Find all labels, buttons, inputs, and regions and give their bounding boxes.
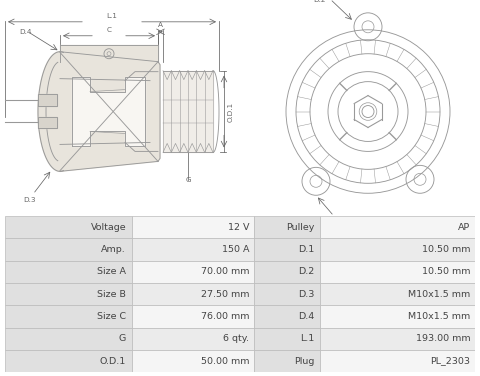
Text: O.D.1: O.D.1: [100, 356, 126, 365]
Text: D.4: D.4: [19, 29, 31, 35]
Polygon shape: [38, 94, 57, 106]
Bar: [320, 350, 475, 372]
Bar: [254, 261, 320, 283]
Bar: [254, 327, 320, 350]
Text: M10x1.5 mm: M10x1.5 mm: [408, 312, 470, 321]
Bar: [320, 305, 475, 327]
Text: G: G: [185, 177, 191, 183]
Text: D.1: D.1: [338, 219, 350, 225]
Text: 193.00 mm: 193.00 mm: [416, 334, 470, 343]
Text: 27.50 mm: 27.50 mm: [201, 290, 250, 299]
Text: L.1: L.1: [300, 334, 314, 343]
Text: 76.00 mm: 76.00 mm: [201, 312, 250, 321]
Bar: [254, 238, 320, 261]
Polygon shape: [38, 117, 57, 129]
Polygon shape: [163, 71, 213, 152]
Text: Size B: Size B: [97, 290, 126, 299]
Bar: [254, 350, 320, 372]
Text: Pulley: Pulley: [286, 223, 314, 232]
Bar: [132, 261, 254, 283]
Bar: [320, 327, 475, 350]
Polygon shape: [38, 52, 63, 171]
Text: 70.00 mm: 70.00 mm: [201, 267, 250, 276]
Text: Size A: Size A: [97, 267, 126, 276]
Bar: [320, 283, 475, 305]
Bar: [132, 238, 254, 261]
Polygon shape: [60, 45, 158, 62]
Text: 6 qty.: 6 qty.: [223, 334, 250, 343]
Text: 12 V: 12 V: [228, 223, 250, 232]
Bar: [5, 216, 132, 238]
Bar: [5, 283, 132, 305]
Bar: [132, 327, 254, 350]
Bar: [254, 305, 320, 327]
Text: D.3: D.3: [24, 197, 36, 203]
Bar: [5, 305, 132, 327]
Text: PL_2303: PL_2303: [431, 356, 470, 365]
Bar: [5, 238, 132, 261]
Text: D.1: D.1: [298, 245, 314, 254]
Bar: [254, 283, 320, 305]
Bar: [132, 283, 254, 305]
Text: C: C: [107, 27, 111, 33]
Polygon shape: [60, 52, 160, 171]
Text: AP: AP: [458, 223, 470, 232]
Bar: [320, 238, 475, 261]
Bar: [320, 216, 475, 238]
Text: Size C: Size C: [97, 312, 126, 321]
Text: D.2: D.2: [298, 267, 314, 276]
Bar: [132, 305, 254, 327]
Bar: [5, 350, 132, 372]
Text: D.3: D.3: [298, 290, 314, 299]
Text: Voltage: Voltage: [91, 223, 126, 232]
Text: 50.00 mm: 50.00 mm: [201, 356, 250, 365]
Text: Plug: Plug: [294, 356, 314, 365]
Text: 150 A: 150 A: [222, 245, 250, 254]
Bar: [5, 327, 132, 350]
Bar: [132, 350, 254, 372]
Text: 10.50 mm: 10.50 mm: [422, 245, 470, 254]
Text: Amp.: Amp.: [101, 245, 126, 254]
Text: L.1: L.1: [107, 13, 118, 19]
Text: D.2: D.2: [313, 0, 325, 3]
Text: 10.50 mm: 10.50 mm: [422, 267, 470, 276]
Bar: [320, 261, 475, 283]
Text: A: A: [158, 22, 163, 28]
Text: G: G: [119, 334, 126, 343]
Polygon shape: [72, 77, 145, 146]
Bar: [254, 216, 320, 238]
Bar: [132, 216, 254, 238]
Text: M10x1.5 mm: M10x1.5 mm: [408, 290, 470, 299]
Text: D.4: D.4: [298, 312, 314, 321]
Bar: [5, 261, 132, 283]
Text: O.D.1: O.D.1: [228, 102, 234, 121]
